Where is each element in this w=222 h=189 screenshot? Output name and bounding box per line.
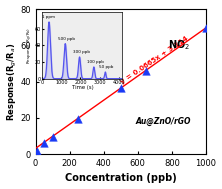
Y-axis label: Response(R$_g$/R$_a$): Response(R$_g$/R$_a$)	[6, 42, 19, 121]
Point	[76, 117, 80, 120]
Text: NO$_2$: NO$_2$	[168, 38, 190, 52]
X-axis label: Concentration (ppb): Concentration (ppb)	[65, 174, 177, 184]
Point	[51, 135, 54, 138]
Text: y = 0.0665x + 3.114: y = 0.0665x + 3.114	[120, 35, 190, 85]
Point	[145, 69, 148, 72]
Text: Au@ZnO/rGO: Au@ZnO/rGO	[136, 117, 191, 126]
Point	[204, 27, 208, 30]
Point	[119, 86, 123, 89]
Point	[36, 149, 39, 152]
Point	[42, 142, 46, 145]
